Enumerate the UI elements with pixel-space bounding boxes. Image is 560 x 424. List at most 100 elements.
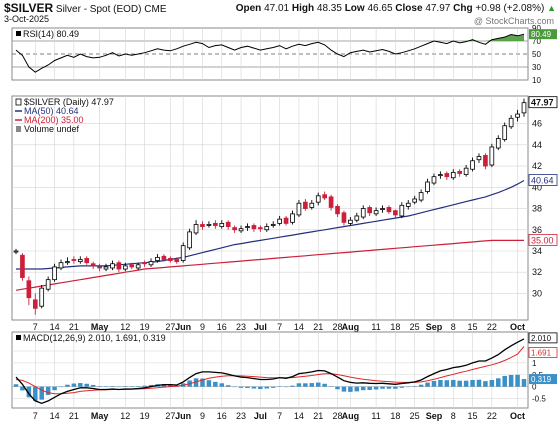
macd-xtick-label: 18 bbox=[390, 411, 400, 421]
macd-xtick-label: Aug bbox=[342, 411, 360, 421]
macd-hist-bar bbox=[148, 384, 154, 387]
macd-hist-bar bbox=[65, 384, 70, 387]
candle-body bbox=[219, 222, 225, 227]
macd-hist-bar bbox=[142, 385, 147, 387]
rsi-legend: RSI(14) 80.49 bbox=[23, 29, 79, 39]
candle-body bbox=[116, 262, 122, 270]
macd-hist-bar bbox=[277, 386, 282, 387]
price-legend-0: $SILVER (Daily) 47.97 bbox=[24, 97, 114, 107]
candle-body bbox=[270, 224, 276, 226]
macd-hist-bar bbox=[200, 378, 205, 387]
candle-body bbox=[193, 224, 199, 234]
price-legend-3: Volume undef bbox=[24, 124, 80, 134]
macd-ytick-label: 0 bbox=[532, 383, 537, 392]
macd-hist-bar bbox=[380, 386, 385, 389]
candle-body bbox=[180, 245, 186, 261]
price-xtick-label: Aug bbox=[342, 322, 360, 332]
macd-hist-bar bbox=[373, 386, 379, 390]
macd-hist-bar bbox=[90, 384, 96, 387]
macd-hist-bar bbox=[367, 386, 372, 390]
rsi-ytick-label: 30 bbox=[532, 63, 541, 72]
price-xtick-label: 8 bbox=[451, 322, 456, 332]
price-xtick-label: Sep bbox=[426, 322, 443, 332]
macd-hist-bar bbox=[45, 386, 51, 395]
candle-body bbox=[122, 265, 128, 270]
macd-hist-bar bbox=[251, 386, 257, 389]
macd-hist-bar bbox=[84, 383, 89, 387]
macd-hist-bar bbox=[508, 374, 514, 387]
candle-body bbox=[148, 261, 154, 266]
macd-xtick-label: 23 bbox=[236, 411, 246, 421]
price-xtick-label: 22 bbox=[487, 322, 497, 332]
macd-legend-swatch bbox=[16, 335, 21, 340]
macd-hist-bar bbox=[303, 383, 308, 387]
macd-xtick-label: 8 bbox=[451, 411, 456, 421]
low-value: 46.65 bbox=[367, 3, 393, 14]
macd-hist-bar bbox=[135, 386, 141, 387]
macd-hist-bar bbox=[476, 379, 482, 387]
candle-body bbox=[155, 256, 160, 261]
macd-xtick-label: Jul bbox=[254, 411, 267, 421]
macd-xtick-label: 25 bbox=[410, 411, 420, 421]
candle-body bbox=[71, 259, 77, 261]
macd-hist-bar bbox=[206, 380, 212, 387]
macd-xtick-label: Sep bbox=[426, 411, 443, 421]
ma200-line bbox=[15, 239, 524, 291]
macd-hist-bar bbox=[393, 386, 398, 389]
candle-body bbox=[393, 210, 398, 216]
rsi-line bbox=[15, 33, 525, 73]
macd-xtick-label: May bbox=[91, 411, 109, 421]
ma50-value-box bbox=[528, 174, 558, 186]
ma50-value-label: 40.64 bbox=[531, 176, 554, 186]
macd-hist-bar bbox=[213, 381, 218, 387]
price-xtick-label: 25 bbox=[410, 322, 420, 332]
exchange: CME bbox=[144, 4, 167, 15]
macd-xtick-label: 21 bbox=[313, 411, 323, 421]
close-value: 47.97 bbox=[425, 3, 451, 14]
candle-body bbox=[52, 266, 57, 281]
price-xtick-label: 15 bbox=[468, 322, 478, 332]
candle-body bbox=[309, 202, 315, 208]
macd-xtick-label: 27 bbox=[165, 411, 175, 421]
macd-hist-bar bbox=[399, 386, 405, 388]
macd-hist-bar bbox=[463, 380, 469, 387]
macd-xtick-label: Oct bbox=[510, 411, 525, 421]
candle-body bbox=[502, 125, 508, 140]
open-label: Open bbox=[235, 3, 262, 14]
candle-body bbox=[238, 228, 244, 232]
macd-hist-bar bbox=[309, 383, 315, 387]
macd-xtick-label: 11 bbox=[371, 411, 380, 421]
low-label: Low bbox=[344, 3, 365, 14]
macd-xtick-label: 12 bbox=[120, 411, 130, 421]
macd-hist-bar bbox=[296, 383, 302, 387]
signal-value-box bbox=[528, 347, 558, 358]
macd-hist-bar bbox=[20, 386, 25, 391]
candle-body bbox=[367, 207, 372, 214]
macd-hist-bar bbox=[341, 386, 347, 392]
price-xtick-label: 7 bbox=[33, 322, 38, 332]
chart-header: $SILVER Silver - Spot (EOD) CME bbox=[4, 1, 167, 15]
macd-hist-bar bbox=[354, 386, 360, 392]
candle-body bbox=[405, 202, 411, 207]
candle-body bbox=[425, 181, 430, 192]
macd-xtick-label: 9 bbox=[200, 411, 205, 421]
macd-hist-bar bbox=[264, 386, 270, 389]
rsi-ytick-label: 50 bbox=[532, 50, 541, 59]
symbol-description: Silver - Spot (EOD) bbox=[55, 4, 142, 15]
candle-body bbox=[296, 202, 302, 216]
macd-hist-bar bbox=[412, 386, 417, 387]
candle-body bbox=[187, 231, 192, 249]
candle-body bbox=[341, 212, 347, 223]
rsi-ytick-label: 90 bbox=[532, 24, 541, 33]
candle-body bbox=[412, 198, 418, 203]
rsi-ytick-label: 10 bbox=[532, 76, 541, 85]
close-value-box bbox=[528, 96, 558, 109]
macd-hist-bar bbox=[348, 386, 353, 392]
candle-body bbox=[77, 259, 83, 263]
candle-body bbox=[84, 258, 90, 264]
candle-body bbox=[470, 160, 475, 170]
rsi-last-value-label: 80.49 bbox=[531, 30, 552, 39]
chg-label: Chg bbox=[453, 3, 473, 14]
macd-xtick-label: 28 bbox=[333, 411, 343, 421]
candle-body bbox=[13, 250, 19, 253]
